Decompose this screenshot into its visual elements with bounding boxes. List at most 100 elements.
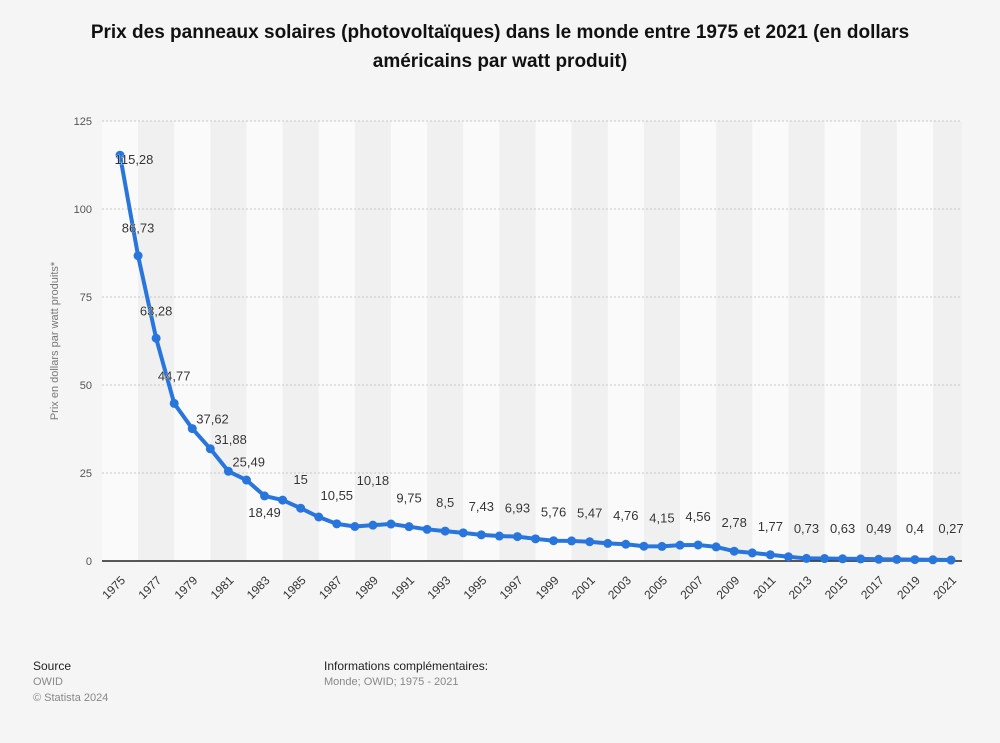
- data-point: [187, 424, 197, 434]
- data-label: 10,55: [321, 488, 354, 503]
- x-tick-label: 1985: [280, 573, 309, 602]
- data-point: [404, 522, 414, 532]
- data-point: [567, 536, 577, 546]
- background-stripe: [210, 121, 247, 561]
- background-stripe: [391, 121, 428, 561]
- data-point: [874, 554, 884, 564]
- chart-title: Prix des panneaux solaires (photovoltaïq…: [90, 22, 910, 72]
- background-stripe: [824, 121, 861, 561]
- x-tick-label: 2019: [894, 573, 923, 602]
- x-tick-label: 1999: [533, 573, 562, 602]
- data-label: 2,78: [722, 515, 747, 530]
- x-tick-label: 2021: [930, 573, 959, 602]
- data-point: [946, 555, 956, 565]
- data-point: [440, 526, 450, 536]
- data-point: [332, 519, 342, 529]
- background-stripe: [607, 121, 644, 561]
- data-point: [314, 512, 324, 522]
- data-point: [693, 540, 703, 550]
- background-stripe: [680, 121, 717, 561]
- data-label: 4,76: [613, 508, 638, 523]
- data-label: 15: [293, 472, 307, 487]
- data-label: 10,18: [357, 473, 390, 488]
- data-point: [910, 555, 920, 565]
- data-point: [856, 554, 866, 564]
- data-point: [422, 524, 432, 534]
- background-stripe: [896, 121, 933, 561]
- data-label: 0,4: [906, 521, 924, 536]
- data-point: [133, 251, 143, 261]
- background-stripe: [282, 121, 319, 561]
- data-point: [169, 398, 179, 408]
- data-label: 0,27: [938, 521, 963, 536]
- data-point: [350, 522, 360, 532]
- data-label: 115,28: [115, 152, 154, 167]
- data-point: [603, 538, 613, 548]
- background-stripe: [788, 121, 825, 561]
- background-stripe: [102, 121, 139, 561]
- data-point: [476, 530, 486, 540]
- data-point: [820, 554, 830, 564]
- x-tick-label: 1997: [497, 573, 526, 602]
- x-tick-label: 1975: [99, 573, 128, 602]
- x-tick-label: 2011: [750, 573, 778, 601]
- data-label: 18,49: [248, 505, 281, 520]
- y-axis-label: Prix en dollars par watt produits*: [49, 261, 61, 420]
- data-point: [512, 532, 522, 542]
- x-tick-label: 2005: [641, 573, 670, 602]
- info-heading: Informations complémentaires:: [324, 659, 489, 673]
- x-tick-label: 2001: [569, 573, 598, 602]
- data-point: [260, 491, 270, 501]
- background-stripe: [535, 121, 572, 561]
- x-tick-label: 1993: [425, 573, 454, 602]
- x-tick-label: 1991: [388, 573, 417, 602]
- data-point: [838, 554, 848, 564]
- data-point: [296, 503, 306, 513]
- data-point: [115, 150, 125, 160]
- background-stripe: [933, 121, 962, 561]
- data-point: [585, 537, 595, 547]
- data-point: [494, 531, 504, 541]
- y-tick-label: 75: [80, 292, 92, 304]
- x-tick-label: 2017: [858, 573, 887, 602]
- background-stripe: [318, 121, 355, 561]
- data-point: [729, 546, 739, 556]
- copyright: © Statista 2024: [33, 692, 109, 704]
- background-stripe: [174, 121, 211, 561]
- data-point: [639, 541, 649, 551]
- x-tick-label: 2003: [605, 573, 634, 602]
- data-label: 5,76: [541, 505, 566, 520]
- x-tick-label: 1981: [208, 573, 237, 602]
- background-stripe: [499, 121, 536, 561]
- x-tick-label: 1983: [244, 573, 273, 602]
- data-point: [205, 444, 215, 454]
- data-point: [549, 536, 559, 546]
- data-point: [747, 548, 757, 558]
- background-stripe: [571, 121, 608, 561]
- data-label: 25,49: [232, 454, 265, 469]
- data-point: [801, 553, 811, 563]
- x-tick-label: 2015: [822, 573, 851, 602]
- y-tick-label: 25: [80, 468, 92, 480]
- info-block: Informations complémentaires: Monde; OWI…: [324, 658, 488, 690]
- data-label: 31,88: [214, 432, 247, 447]
- data-point: [151, 333, 161, 343]
- data-point: [928, 555, 938, 565]
- y-tick-label: 125: [74, 116, 92, 128]
- data-point: [765, 550, 775, 560]
- data-point: [458, 528, 468, 538]
- data-label: 7,43: [469, 499, 494, 514]
- data-label: 0,63: [830, 521, 855, 536]
- data-point: [621, 539, 631, 549]
- data-point: [675, 540, 685, 550]
- data-label: 44,77: [158, 368, 191, 383]
- background-stripe: [463, 121, 500, 561]
- data-label: 37,62: [196, 412, 229, 427]
- data-label: 0,49: [866, 521, 891, 536]
- y-tick-label: 0: [86, 556, 92, 568]
- data-label: 6,93: [505, 501, 530, 516]
- x-tick-label: 1989: [352, 573, 381, 602]
- data-point: [368, 520, 378, 530]
- data-label: 9,75: [396, 491, 421, 506]
